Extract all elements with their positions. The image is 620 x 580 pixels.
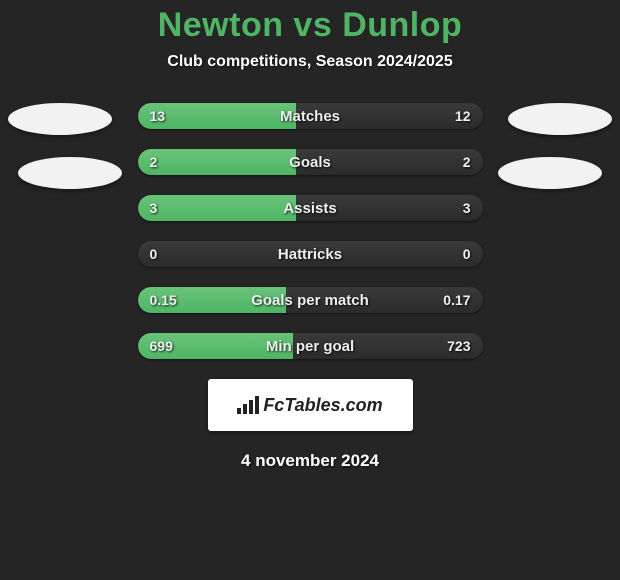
stat-value-right: 12 bbox=[455, 103, 471, 129]
stat-label: Hattricks bbox=[138, 241, 483, 267]
logo-box[interactable]: FcTables.com bbox=[208, 379, 413, 431]
stat-label: Goals per match bbox=[138, 287, 483, 313]
stat-value-right: 0 bbox=[463, 241, 471, 267]
stat-row: 13Matches12 bbox=[138, 103, 483, 129]
stat-bars: 13Matches12 2Goals2 3Assists3 0Hattricks0 0.… bbox=[138, 103, 483, 359]
stat-row: 0Hattricks0 bbox=[138, 241, 483, 267]
stat-row: 0.15Goals per match0.17 bbox=[138, 287, 483, 313]
stat-value-right: 723 bbox=[447, 333, 470, 359]
player-left-photo-2 bbox=[18, 157, 122, 189]
player-left-photo-1 bbox=[8, 103, 112, 135]
stat-label: Matches bbox=[138, 103, 483, 129]
subtitle: Club competitions, Season 2024/2025 bbox=[0, 53, 620, 71]
logo-text: FcTables.com bbox=[263, 395, 382, 416]
stat-row: 2Goals2 bbox=[138, 149, 483, 175]
player-right-photo-2 bbox=[498, 157, 602, 189]
stat-label: Goals bbox=[138, 149, 483, 175]
stat-value-right: 3 bbox=[463, 195, 471, 221]
bars-icon bbox=[237, 396, 259, 414]
stat-row: 3Assists3 bbox=[138, 195, 483, 221]
stats-area: 13Matches12 2Goals2 3Assists3 0Hattricks0 0.… bbox=[0, 103, 620, 359]
stat-row: 699Min per goal723 bbox=[138, 333, 483, 359]
player-right-photo-1 bbox=[508, 103, 612, 135]
stat-label: Min per goal bbox=[138, 333, 483, 359]
page-title: Newton vs Dunlop bbox=[0, 6, 620, 45]
stat-value-right: 2 bbox=[463, 149, 471, 175]
stat-value-right: 0.17 bbox=[443, 287, 470, 313]
date-label: 4 november 2024 bbox=[0, 451, 620, 471]
stat-label: Assists bbox=[138, 195, 483, 221]
